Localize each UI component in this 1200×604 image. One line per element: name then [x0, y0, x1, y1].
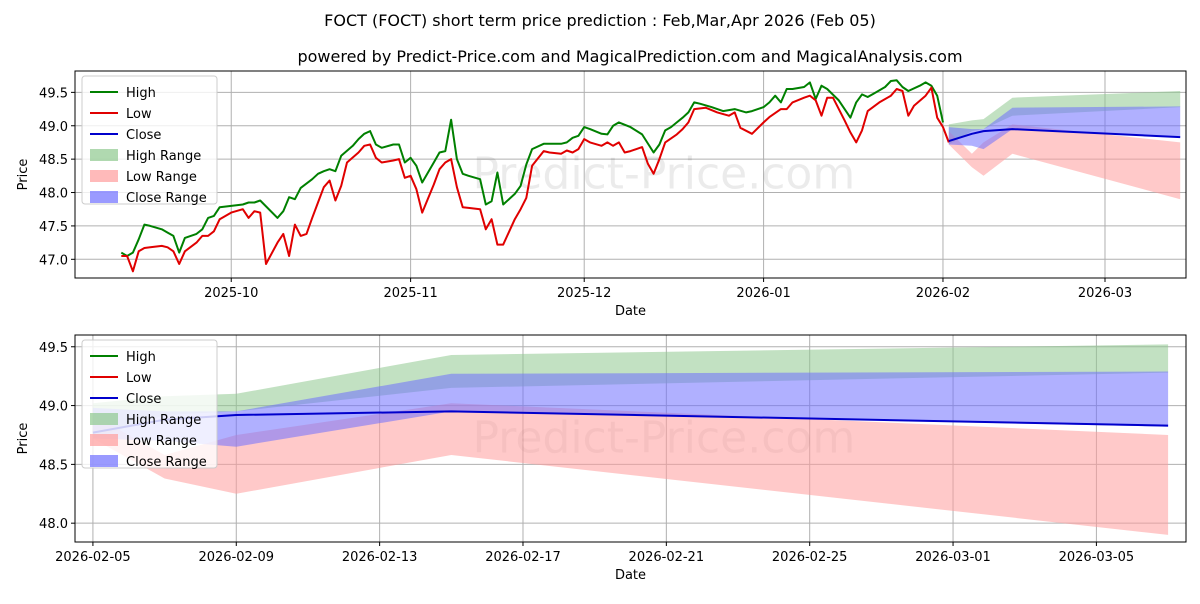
low-range-band: [948, 124, 1181, 200]
legend-label-high: High: [126, 86, 156, 101]
legend-label-high-range: High Range: [126, 413, 201, 428]
legend: High Low Close High Range Low Range Close Ran…: [81, 339, 218, 470]
y-axis-label: Price: [16, 159, 31, 191]
y-tick-label: 49.5: [39, 341, 68, 356]
x-tick-label: 2026-02-25: [772, 550, 848, 565]
x-axis-label: Date: [615, 568, 646, 583]
legend-label-close-range: Close Range: [126, 191, 207, 206]
y-tick-label: 49.0: [39, 120, 68, 135]
x-tick-label: 2026-02-21: [629, 550, 705, 565]
top-chart: Predict-Price.com 47.0 47.5 48.0 48.5 49.0 49.…: [16, 70, 1187, 319]
high-line: [120, 79, 944, 257]
x-tick-label: 2026-03-01: [915, 550, 991, 565]
y-tick-label: 48.5: [39, 458, 68, 473]
x-tick-label: 2025-11: [383, 286, 437, 301]
legend-swatch-close-range: [90, 191, 118, 203]
x-tick-label: 2025-10: [204, 286, 258, 301]
y-tick-label: 47.5: [39, 220, 68, 235]
low-range-band: [92, 403, 1169, 535]
low-line: [121, 86, 950, 273]
watermark: Predict-Price.com: [472, 149, 855, 200]
x-tick-label: 2026-03-05: [1059, 550, 1135, 565]
legend-label-low: Low: [126, 107, 152, 122]
y-tick-label: 48.0: [39, 187, 68, 202]
x-tick-label: 2026-02-13: [342, 550, 418, 565]
legend-label-close-range: Close Range: [126, 455, 207, 470]
close-range-band: [948, 106, 1181, 150]
close-line: [948, 128, 1181, 143]
close-range-band: [92, 371, 1169, 447]
legend-swatch-high-range: [90, 149, 118, 161]
bottom-chart: Predict-Price.com48.048.549.049.52026-02…: [16, 334, 1187, 583]
y-tick-label: 49.5: [39, 86, 68, 101]
x-tick-label: 2026-02-09: [198, 550, 274, 565]
legend-label-high-range: High Range: [126, 149, 201, 164]
legend-swatch-close-range: [90, 455, 118, 467]
x-tick-label: 2026-03: [1078, 286, 1132, 301]
x-tick-label: 2026-01: [736, 286, 790, 301]
plot-area: [120, 79, 1181, 273]
y-tick-label: 48.0: [39, 517, 68, 532]
y-tick-label: 47.0: [39, 253, 68, 268]
y-tick-label: 49.0: [39, 400, 68, 415]
legend: High Low Close High Range Low Range Close Ran…: [81, 75, 218, 206]
legend-label-low: Low: [126, 371, 152, 386]
x-axis-label: Date: [615, 304, 646, 319]
y-tick-label: 48.5: [39, 153, 68, 168]
legend-label-close: Close: [126, 392, 161, 407]
high-range-band: [92, 344, 1169, 439]
legend-label-high: High: [126, 350, 156, 365]
x-tick-label: 2026-02-17: [485, 550, 561, 565]
legend-swatch-high-range: [90, 413, 118, 425]
x-tick-label: 2025-12: [557, 286, 611, 301]
legend-label-low-range: Low Range: [126, 434, 197, 449]
axes-frame: [74, 334, 1187, 543]
legend-label-low-range: Low Range: [126, 170, 197, 185]
plot-area: [92, 344, 1169, 535]
chart-subtitle: powered by Predict-Price.com and Magical…: [297, 47, 962, 66]
chart-title: FOCT (FOCT) short term price prediction …: [324, 11, 876, 30]
high-range-band: [948, 91, 1181, 145]
legend-label-close: Close: [126, 128, 161, 143]
axes-frame: [74, 70, 1187, 279]
x-tick-label: 2026-02-05: [55, 550, 131, 565]
x-tick-label: 2026-02: [916, 286, 970, 301]
legend-swatch-low-range: [90, 434, 118, 446]
y-axis-label: Price: [16, 423, 31, 455]
legend-swatch-low-range: [90, 170, 118, 182]
